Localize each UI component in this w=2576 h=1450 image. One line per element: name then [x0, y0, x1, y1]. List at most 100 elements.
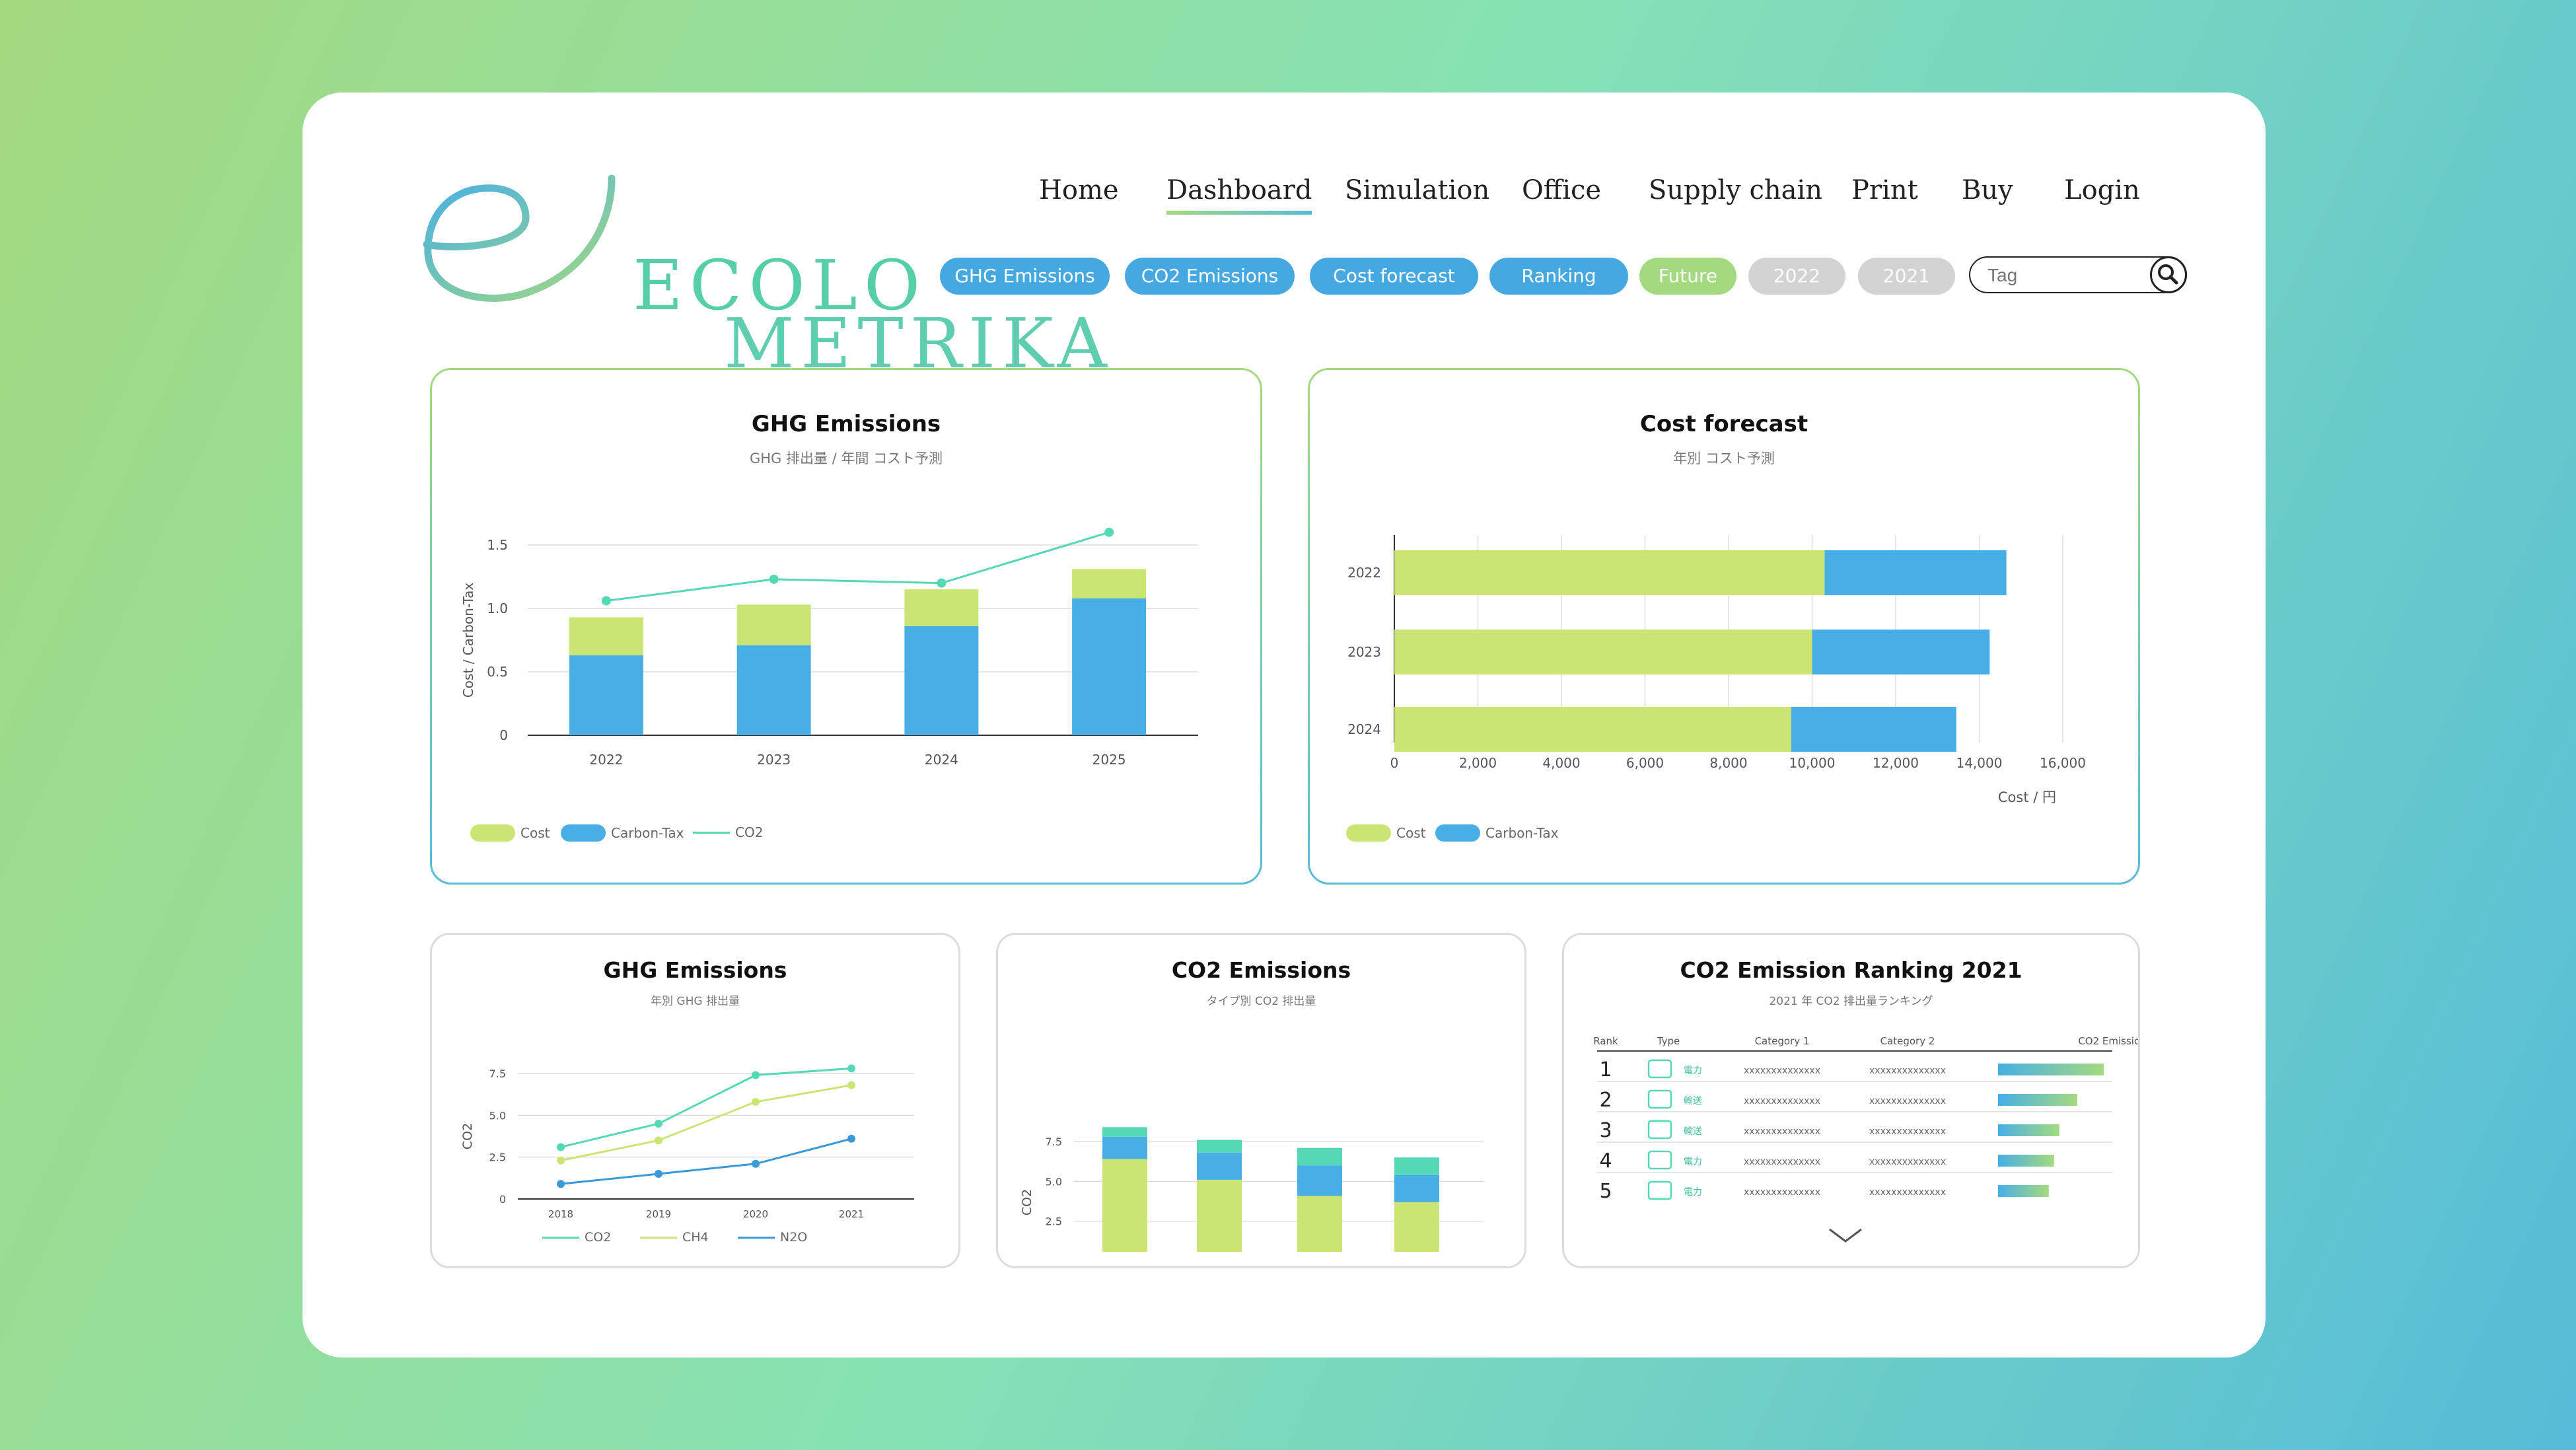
category-2: xxxxxxxxxxxxxx: [1869, 1096, 1946, 1106]
panel-subtitle: GHG 排出量 / 年間 コスト予測: [749, 451, 943, 466]
y-tick-label: 7.5: [1046, 1136, 1062, 1148]
bus-icon: [1647, 1120, 1672, 1140]
logo[interactable]: ECOLO METRIKA: [420, 165, 1107, 378]
nav-login[interactable]: Login: [2064, 175, 2140, 205]
x-tick-label: 2025: [1092, 752, 1126, 768]
rank-number: 1: [1599, 1058, 1612, 1081]
car-icon: [1647, 1089, 1672, 1109]
panel-cost-forecast: Cost forecast 年別 コスト予測 0 2,000 4,000 6,000 8…: [1308, 368, 2140, 885]
bar-carbon-tax: [1812, 630, 1990, 674]
panel-title: GHG Emissions: [603, 957, 787, 983]
nav-home[interactable]: Home: [1039, 175, 1119, 205]
x-tick-label: 12,000: [1873, 755, 1919, 771]
x-tick-label: 16,000: [2040, 755, 2086, 771]
y-tick-label: 1.5: [487, 537, 508, 553]
y-tick-label: 5.0: [489, 1109, 506, 1122]
y-tick-label: 1.0: [487, 600, 508, 616]
series-line-co2: [560, 1067, 852, 1148]
series-point-co2: [655, 1120, 662, 1128]
panel-ghg-emissions-yearly: GHG Emissions 年別 GHG 排出量 0 2.5 5.0 7.5 CO2 20…: [430, 933, 960, 1268]
bar-cost: [1394, 707, 1791, 752]
nav-buy[interactable]: Buy: [1962, 175, 2013, 205]
column-header: Type: [1657, 1035, 1680, 1047]
filter-ranking[interactable]: Ranking: [1489, 258, 1628, 295]
ghg-line-chart: 0 2.5 5.0 7.5 CO2 2018 2019 2020 2021: [460, 1064, 914, 1219]
x-tick-label: 14,000: [1956, 755, 2003, 771]
panel-title: GHG Emissions: [751, 411, 941, 437]
tag-search-input[interactable]: [1986, 262, 2134, 289]
nav-dashboard[interactable]: Dashboard: [1166, 175, 1312, 215]
panel-co2-ranking: CO2 Emission Ranking 2021 2021 年 CO2 排出量…: [1562, 933, 2140, 1268]
filter-2022[interactable]: 2022: [1748, 258, 1845, 295]
nav-office[interactable]: Office: [1522, 175, 1602, 205]
category-1: xxxxxxxxxxxxxx: [1744, 1157, 1820, 1167]
emission-bar: [1998, 1094, 2077, 1106]
series-point-ch4: [847, 1081, 855, 1089]
panel-subtitle: 年別 GHG 排出量: [651, 995, 740, 1008]
filter-2021[interactable]: 2021: [1858, 258, 1955, 295]
bar-segment-2: [1297, 1165, 1342, 1196]
ghg-stacked-bar-chart: 0 0.5 1.0 1.5 Cost / Carbon-Tax 2022 2023 2024 2…: [460, 527, 1198, 768]
legend-co2: CO2: [693, 824, 763, 840]
bar-segment-1: [1297, 1196, 1342, 1252]
bar-segment-1: [1394, 1202, 1439, 1252]
bar-segment-1: [1197, 1179, 1242, 1252]
bar-segment-3: [1394, 1157, 1439, 1175]
panel-title: Cost forecast: [1639, 411, 1808, 437]
emission-bar: [1998, 1124, 2059, 1136]
co2-point: [1104, 527, 1114, 537]
bar-segment-1: [1102, 1159, 1147, 1252]
x-tick-label: 2019: [646, 1208, 671, 1219]
legend-co2: CO2: [542, 1230, 611, 1245]
emission-bar: [1998, 1155, 2054, 1167]
bar-cost: [569, 617, 643, 656]
x-tick-label: 2023: [757, 752, 791, 768]
category-2: xxxxxxxxxxxxxx: [1869, 1157, 1946, 1167]
bar-segment-3: [1197, 1140, 1242, 1153]
series-point-n2o: [655, 1170, 662, 1178]
filter-ghg-emissions[interactable]: GHG Emissions: [940, 258, 1110, 295]
x-axis-label: Cost / 円: [1998, 789, 2056, 805]
type-label: 輸送: [1684, 1096, 1702, 1106]
filter-cost-forecast[interactable]: Cost forecast: [1310, 258, 1478, 295]
filter-co2-emissions[interactable]: CO2 Emissions: [1125, 258, 1295, 295]
filter-future[interactable]: Future: [1639, 258, 1736, 295]
co2-line: [606, 531, 1110, 602]
y-tick-label: 2022: [1347, 565, 1381, 581]
search-button[interactable]: [2150, 256, 2187, 293]
series-point-ch4: [557, 1156, 565, 1165]
panel-title: CO2 Emissions: [1171, 957, 1351, 983]
bar-carbon-tax: [1824, 550, 2007, 595]
windmill-icon: [1647, 1180, 1672, 1200]
nav-supply-chain[interactable]: Supply chain: [1649, 175, 1823, 205]
y-axis-label: CO2: [460, 1123, 475, 1149]
column-header: CO2 Emission: [2078, 1035, 2138, 1047]
type-label: 輸送: [1684, 1126, 1702, 1137]
chevron-down-icon[interactable]: [1826, 1225, 1865, 1245]
panel-co2-emissions: CO2 Emissions タイプ別 CO2 排出量 02.55.07.5CO2…: [996, 933, 1526, 1268]
y-tick-label: 2023: [1347, 644, 1381, 660]
logo-word-ecolo: ECOLO: [633, 245, 927, 326]
nav-simulation[interactable]: Simulation: [1345, 175, 1490, 205]
bar-cost: [1394, 630, 1812, 674]
cost-horizontal-bar-chart: 0 2,000 4,000 6,000 8,000 10,000 12,000 14,000 1…: [1347, 535, 2086, 805]
category-1: xxxxxxxxxxxxxx: [1744, 1066, 1820, 1076]
x-tick-label: 4,000: [1542, 755, 1580, 771]
panel-ghg-emissions: GHG Emissions GHG 排出量 / 年間 コスト予測 0 0.5 1.0…: [430, 368, 1262, 885]
bar-segment-3: [1297, 1147, 1342, 1166]
search-icon: [2158, 264, 2178, 285]
rank-number: 2: [1599, 1089, 1612, 1112]
bar-carbon-tax: [1791, 707, 1956, 752]
series-line-ch4: [560, 1084, 852, 1162]
y-tick-label: 5.0: [1046, 1175, 1062, 1188]
column-header: Category 2: [1880, 1035, 1935, 1047]
nav-print[interactable]: Print: [1851, 175, 1918, 205]
logo-word-metrika: METRIKA: [724, 303, 1114, 384]
category-1: xxxxxxxxxxxxxx: [1744, 1126, 1820, 1137]
bar-segment-2: [1394, 1175, 1439, 1202]
category-2: xxxxxxxxxxxxxx: [1869, 1126, 1946, 1137]
x-tick-label: 6,000: [1626, 755, 1664, 771]
rank-number: 4: [1599, 1149, 1612, 1173]
x-tick-label: 8,000: [1709, 755, 1747, 771]
tag-search: [1969, 256, 2187, 293]
